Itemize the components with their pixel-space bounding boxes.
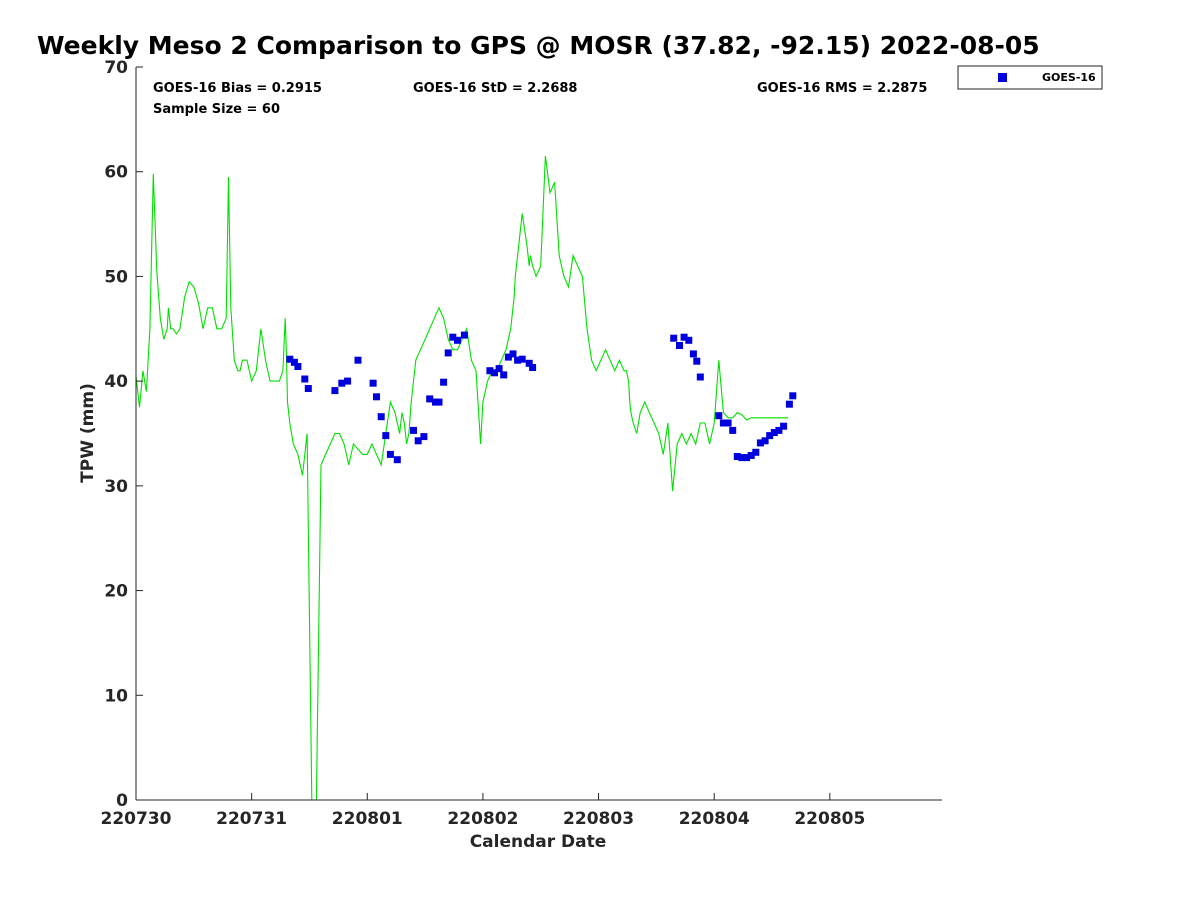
x-axis-ticks: 220730 220731 220801 220802 220803 220804 2208… — [101, 793, 865, 829]
plot-area — [135, 67, 942, 801]
goes-point — [495, 365, 503, 373]
y-tick-label: 20 — [104, 582, 128, 602]
y-tick-label: 10 — [104, 686, 128, 706]
goes-point — [373, 393, 380, 401]
y-tick-label: 30 — [104, 477, 128, 497]
goes-point — [514, 356, 522, 364]
goes-series — [286, 331, 797, 464]
x-tick-label: 220801 — [332, 809, 403, 829]
goes-point — [386, 450, 394, 458]
goes-point — [719, 419, 727, 427]
x-tick-label: 220804 — [679, 809, 750, 829]
y-tick-label: 50 — [104, 267, 128, 287]
goes-point — [733, 453, 741, 460]
goes-point — [338, 379, 346, 387]
goes-point — [377, 413, 385, 421]
x-axis-label: Calendar Date — [470, 832, 607, 852]
goes-point — [369, 379, 377, 387]
goes-point — [290, 358, 298, 366]
goes-point — [529, 364, 537, 371]
goes-point — [696, 373, 704, 381]
goes-point — [504, 353, 512, 361]
rms-stat: GOES-16 RMS = 2.2875 — [757, 81, 927, 96]
goes-point — [680, 333, 688, 341]
goes-point — [766, 432, 774, 440]
goes-point — [301, 375, 309, 383]
goes-point — [393, 456, 401, 464]
goes-point — [715, 412, 723, 420]
goes-point — [444, 349, 452, 357]
goes-point — [743, 454, 751, 462]
y-axis-label: TPW (mm) — [78, 383, 98, 483]
std-stat: GOES-16 StD = 2.2688 — [413, 81, 577, 96]
goes-point — [752, 448, 760, 456]
goes-point — [491, 369, 498, 377]
goes-point — [426, 395, 434, 403]
y-tick-label: 40 — [104, 372, 128, 392]
gps-series — [135, 155, 789, 801]
goes-point — [414, 437, 422, 445]
goes-point — [775, 426, 783, 434]
goes-point — [286, 355, 294, 363]
x-tick-label: 220803 — [563, 809, 634, 829]
goes-point — [693, 357, 701, 365]
goes-point — [354, 356, 362, 364]
goes-point — [729, 426, 737, 434]
legend-label: GOES-16 — [1042, 71, 1096, 84]
goes-point — [344, 377, 352, 385]
goes-point — [724, 419, 732, 427]
goes-point — [440, 378, 448, 386]
legend: GOES-16 — [957, 65, 1103, 90]
goes-point — [435, 398, 443, 406]
chart-title: Weekly Meso 2 Comparison to GPS @ MOSR (… — [37, 31, 1040, 60]
goes-point — [304, 385, 312, 392]
x-tick-label: 220730 — [101, 809, 172, 829]
goes-point — [770, 429, 778, 436]
goes-point — [785, 400, 793, 408]
goes-point — [410, 426, 417, 434]
goes-point — [486, 367, 494, 375]
x-tick-label: 220802 — [447, 809, 518, 829]
goes-point — [685, 336, 693, 344]
legend-box — [957, 65, 1103, 90]
y-tick-label: 0 — [116, 791, 128, 811]
goes-point — [382, 432, 390, 440]
legend-marker — [998, 73, 1007, 82]
goes-point — [789, 392, 797, 400]
bias-stat: GOES-16 Bias = 0.2915 — [153, 81, 322, 96]
goes-point — [509, 350, 517, 358]
goes-point — [738, 454, 746, 462]
y-axis-ticks: 0 10 20 30 40 50 60 70 — [104, 58, 143, 811]
goes-point — [518, 355, 526, 363]
goes-point — [761, 437, 769, 445]
goes-point — [420, 433, 428, 441]
plot-background — [136, 67, 942, 800]
goes-point — [689, 350, 697, 358]
goes-point — [331, 387, 339, 395]
goes-point — [525, 359, 533, 367]
y-tick-label: 60 — [104, 163, 128, 183]
x-tick-label: 220731 — [216, 809, 287, 829]
gps-series-line — [135, 155, 789, 801]
y-tick-label: 70 — [104, 58, 128, 78]
sample-size-stat: Sample Size = 60 — [153, 102, 280, 117]
goes-point — [294, 363, 302, 370]
goes-point — [670, 334, 678, 342]
goes-point — [747, 452, 755, 459]
goes-point — [449, 333, 457, 341]
goes-point — [460, 331, 468, 339]
goes-point — [454, 336, 461, 344]
goes-point — [780, 422, 788, 430]
goes-point — [676, 342, 683, 349]
goes-point — [500, 371, 508, 379]
goes-point — [756, 439, 764, 447]
x-tick-label: 220805 — [794, 809, 865, 829]
